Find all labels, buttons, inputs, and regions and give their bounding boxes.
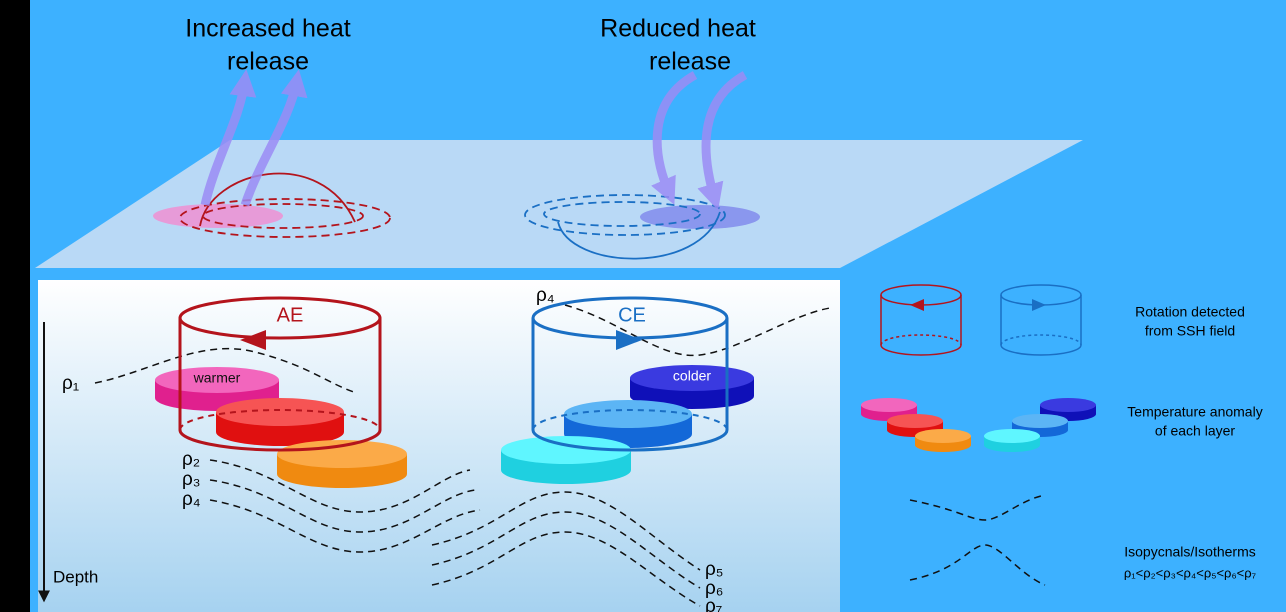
legend-text: Isopycnals/Isotherms — [1124, 544, 1256, 560]
heat-arrows-down — [651, 71, 748, 211]
legend-cylinder — [880, 284, 962, 356]
rho-label: ρ₇ — [705, 596, 722, 612]
legend-text: from SSH field — [1145, 323, 1235, 339]
label: release — [649, 48, 731, 76]
heat-arrows-up — [200, 69, 308, 207]
axis-label: Depth — [53, 567, 98, 586]
isopycnal — [209, 459, 471, 513]
rho-label: ρ₆ — [705, 578, 723, 599]
disc-top — [1040, 398, 1096, 412]
rotation-arrow — [240, 330, 266, 350]
rotation-arrow — [616, 330, 642, 350]
rotation-arrow — [910, 299, 924, 311]
isopycnal — [431, 531, 701, 607]
eddy-label: CE — [618, 304, 646, 326]
heat-patch — [153, 204, 283, 228]
disc-top — [887, 414, 943, 428]
disc-top — [1012, 414, 1068, 428]
disc-top — [216, 398, 344, 426]
disc-top — [564, 400, 692, 428]
rho-label: ρ₄ — [182, 489, 201, 510]
disc-top — [915, 429, 971, 443]
legend-isopycnal — [909, 494, 1046, 521]
disc-top — [501, 436, 631, 464]
label: release — [227, 48, 309, 76]
label: Increased heat — [185, 15, 350, 43]
layer-label: warmer — [193, 370, 241, 386]
isopycnal — [431, 491, 701, 571]
isopycnal — [209, 499, 481, 553]
rho-label: ρ₄ — [536, 285, 555, 306]
disc-top — [155, 367, 279, 393]
ocean-section — [38, 280, 840, 612]
disc-top — [277, 440, 407, 468]
isopycnal — [564, 304, 831, 357]
ae-cylinder — [178, 296, 382, 452]
rotation-arrow — [1032, 299, 1046, 311]
label: Reduced heat — [600, 15, 756, 43]
disc-top — [861, 398, 917, 412]
eddy-label: AE — [277, 304, 304, 326]
legend-text: ρ₁<ρ₂<ρ₃<ρ₄<ρ₅<ρ₆<ρ₇ — [1124, 565, 1257, 580]
legend-text: of each layer — [1155, 423, 1235, 439]
disc-top — [630, 365, 754, 391]
isopycnal — [209, 479, 476, 533]
layer-label: colder — [673, 368, 711, 384]
disc-top — [984, 429, 1040, 443]
rho-label: ρ₅ — [705, 559, 723, 580]
ce-ssh — [524, 194, 726, 260]
isopycnal — [94, 347, 358, 394]
rho-label: ρ₃ — [182, 469, 201, 490]
rho-label: ρ₁ — [62, 373, 79, 394]
rho-label: ρ₂ — [182, 449, 200, 470]
isopycnal — [431, 511, 701, 589]
legend-text: Rotation detected — [1135, 304, 1245, 320]
left-strip — [0, 0, 30, 612]
legend-text: Temperature anomaly — [1127, 404, 1262, 420]
ae-ssh — [179, 172, 391, 238]
